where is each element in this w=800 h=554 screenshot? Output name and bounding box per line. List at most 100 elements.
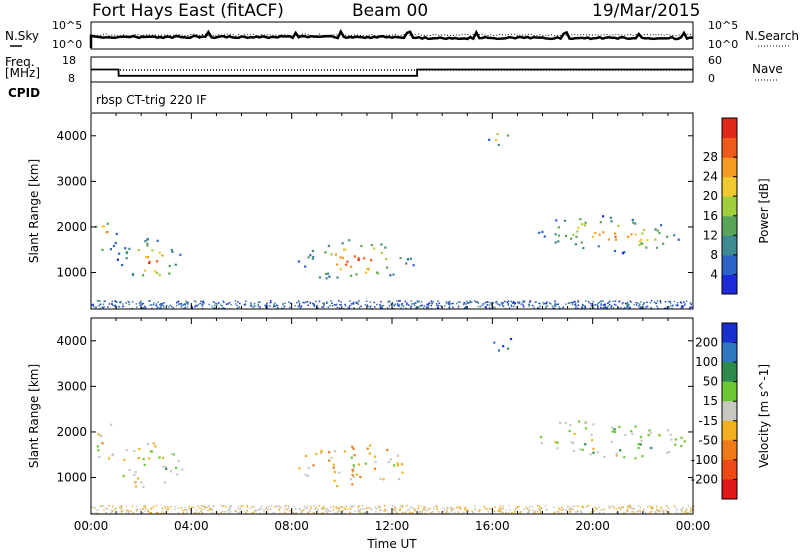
noise-pixel (690, 507, 692, 509)
noise-pixel (297, 305, 300, 308)
noise-pixel (427, 507, 429, 510)
noise-pixel (491, 301, 493, 304)
noise-pixel (600, 303, 602, 305)
echo-pixel (171, 453, 174, 456)
noise-pixel (266, 505, 268, 508)
noise-pixel (689, 307, 691, 309)
noise-pixel (406, 505, 408, 507)
noise-pixel (131, 505, 134, 508)
echo-pixel (154, 270, 157, 273)
noise-pixel (581, 305, 584, 308)
noise-pixel (228, 512, 230, 514)
echo-pixel (397, 477, 400, 481)
noise-pixel (101, 505, 103, 507)
noise-pixel (499, 304, 501, 307)
noise-pixel (449, 507, 452, 509)
echo-pixel (385, 258, 388, 261)
noise-pixel (99, 300, 101, 302)
noise-pixel (151, 307, 153, 310)
noise-pixel (572, 301, 574, 304)
noise-pixel (668, 511, 670, 513)
echo-pixel (584, 443, 587, 446)
noise-pixel (477, 302, 480, 304)
echo-pixel (156, 260, 159, 263)
noise-pixel (649, 302, 652, 304)
noise-pixel (336, 306, 339, 309)
echo-pixel (384, 246, 387, 249)
echo-pixel (309, 254, 312, 257)
noise-pixel (135, 505, 138, 507)
echo-pixel (318, 276, 321, 279)
noise-pixel (562, 306, 565, 308)
noise-pixel (433, 508, 435, 510)
noise-pixel (159, 303, 162, 305)
noise-pixel (110, 509, 113, 511)
noise-pixel (95, 512, 97, 514)
noise-pixel (447, 507, 449, 509)
noise-pixel (616, 511, 618, 514)
noise-pixel (278, 505, 280, 507)
noise-pixel (545, 302, 548, 305)
noise-pixel (355, 302, 358, 305)
noise-pixel (269, 305, 271, 307)
noise-pixel (244, 304, 247, 306)
noise-pixel (676, 305, 678, 307)
noise-pixel (184, 506, 187, 509)
noise-pixel (279, 506, 281, 509)
noise-pixel (410, 506, 413, 508)
noise-pixel (323, 303, 325, 306)
echo-pixel (171, 250, 174, 254)
noise-pixel (650, 299, 653, 302)
noise-pixel (225, 506, 228, 508)
echo-pixel (106, 222, 109, 225)
echo-pixel (613, 428, 616, 431)
noise-pixel (581, 303, 584, 306)
noise-pixel (423, 508, 425, 510)
echo-pixel (583, 224, 587, 227)
noise-pixel (658, 511, 660, 513)
noise-pixel (567, 302, 570, 304)
noise-pixel (104, 300, 106, 302)
noise-pixel (656, 508, 658, 511)
noise-pixel (347, 307, 349, 309)
noise-pixel (238, 512, 241, 515)
echo-pixel (400, 463, 404, 466)
noise-pixel (574, 304, 577, 306)
noise-pixel (250, 302, 252, 304)
echo-pixel (138, 448, 141, 451)
noise-pixel (537, 306, 539, 309)
echo-pixel (307, 466, 310, 469)
noise-pixel (99, 505, 102, 507)
noise-pixel (228, 508, 230, 510)
noise-pixel (492, 302, 494, 304)
noise-pixel (386, 307, 389, 309)
noise-pixel (298, 304, 301, 307)
noise-pixel (676, 302, 679, 304)
noise-pixel (649, 511, 651, 514)
echo-pixel (632, 221, 635, 224)
noise-pixel (636, 511, 638, 513)
noise-pixel (619, 508, 622, 510)
noise-pixel (554, 307, 556, 309)
echo-pixel (363, 257, 366, 260)
noise-pixel (136, 510, 138, 512)
noise-pixel (630, 301, 633, 303)
noise-pixel (165, 304, 168, 307)
noise-pixel (432, 510, 434, 513)
colorbar-tick-label: 28 (703, 150, 718, 164)
noise-pixel (364, 304, 366, 306)
noise-pixel (668, 306, 670, 308)
noise-pixel (507, 512, 510, 514)
noise-pixel (618, 506, 620, 509)
echo-pixel (409, 257, 412, 260)
noise-pixel (626, 305, 628, 308)
noise-pixel (383, 509, 386, 511)
echo-pixel (674, 443, 677, 446)
echo-pixel (333, 479, 336, 482)
echo-pixel (623, 456, 626, 459)
echo-pixel (591, 439, 594, 442)
y-tick-label: 1000 (56, 266, 87, 280)
noise-pixel (593, 304, 595, 307)
noise-pixel (490, 303, 493, 305)
noise-pixel (293, 512, 295, 514)
